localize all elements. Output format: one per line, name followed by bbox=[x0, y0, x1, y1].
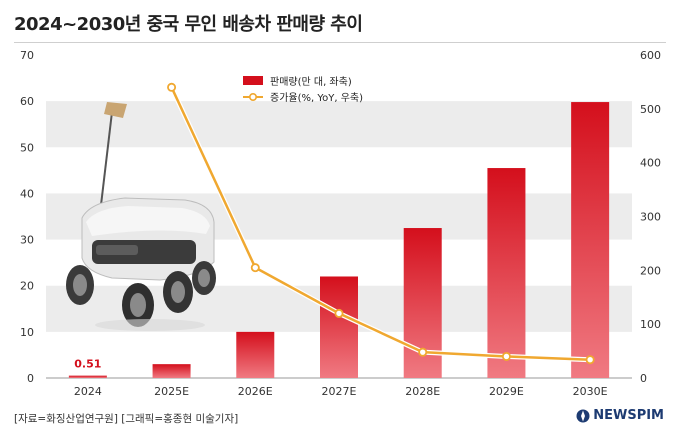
growth-point-2030E bbox=[585, 355, 595, 365]
legend-swatch-bar bbox=[243, 76, 263, 85]
bar-2026E bbox=[236, 331, 275, 378]
bar-2030E bbox=[571, 102, 610, 379]
x-tick-2030E: 2030E bbox=[573, 385, 608, 398]
x-tick-2029E: 2029E bbox=[489, 385, 524, 398]
legend-label-bar: 판매량(만 대, 좌축) bbox=[270, 76, 352, 88]
y-right-tick-300: 300 bbox=[640, 211, 661, 224]
bar-2024 bbox=[68, 375, 107, 378]
growth-line bbox=[170, 86, 591, 361]
y-left-tick-0: 0 bbox=[27, 372, 34, 385]
legend-swatch-marker bbox=[249, 93, 258, 102]
data-label-2024: 0.51 bbox=[74, 358, 101, 371]
source-credit: [자료=화징산업연구원] [그래픽=홍종현 미술기자] bbox=[14, 413, 239, 425]
y-right-tick-400: 400 bbox=[640, 157, 661, 170]
growth-point-2028E bbox=[418, 347, 428, 357]
y-left-tick-10: 10 bbox=[20, 326, 34, 339]
y-right-tick-0: 0 bbox=[640, 372, 647, 385]
y-left-tick-40: 40 bbox=[20, 187, 34, 200]
x-tick-2024: 2024 bbox=[74, 385, 102, 398]
y-left-tick-60: 60 bbox=[20, 95, 34, 108]
legend: 판매량(만 대, 좌축) 증가율(%, YoY, 우축) bbox=[243, 76, 363, 104]
growth-point-2025E bbox=[167, 82, 177, 92]
bar-2025E bbox=[152, 364, 191, 378]
x-tick-2026E: 2026E bbox=[238, 385, 273, 398]
y-left-tick-70: 70 bbox=[20, 49, 34, 62]
y-left-tick-30: 30 bbox=[20, 234, 34, 247]
y-right-tick-500: 500 bbox=[640, 103, 661, 116]
x-tick-2028E: 2028E bbox=[405, 385, 440, 398]
x-tick-2025E: 2025E bbox=[154, 385, 189, 398]
y-right-tick-100: 100 bbox=[640, 318, 661, 331]
legend-label-line: 증가율(%, YoY, 우축) bbox=[270, 92, 363, 104]
growth-point-2027E bbox=[334, 308, 344, 318]
y-left-tick-50: 50 bbox=[20, 141, 34, 154]
delivery-robot-illustration bbox=[66, 102, 216, 331]
newspim-logo-mark bbox=[576, 409, 590, 422]
grid-band bbox=[46, 101, 632, 148]
x-tick-2027E: 2027E bbox=[322, 385, 357, 398]
y-right-tick-200: 200 bbox=[640, 264, 661, 277]
chart-title: 2024~2030년 중국 무인 배송차 판매량 추이 bbox=[14, 14, 363, 35]
y-left-tick-20: 20 bbox=[20, 280, 34, 293]
y-right-tick-600: 600 bbox=[640, 49, 661, 62]
bar-2027E bbox=[320, 276, 358, 378]
newspim-logo-text: NEWSPIM bbox=[593, 408, 664, 423]
growth-point-2026E bbox=[250, 263, 260, 273]
newspim-logo: NEWSPIM bbox=[576, 408, 664, 423]
growth-point-2029E bbox=[501, 351, 511, 361]
title-divider bbox=[14, 42, 666, 43]
bar-2029E bbox=[487, 168, 526, 378]
